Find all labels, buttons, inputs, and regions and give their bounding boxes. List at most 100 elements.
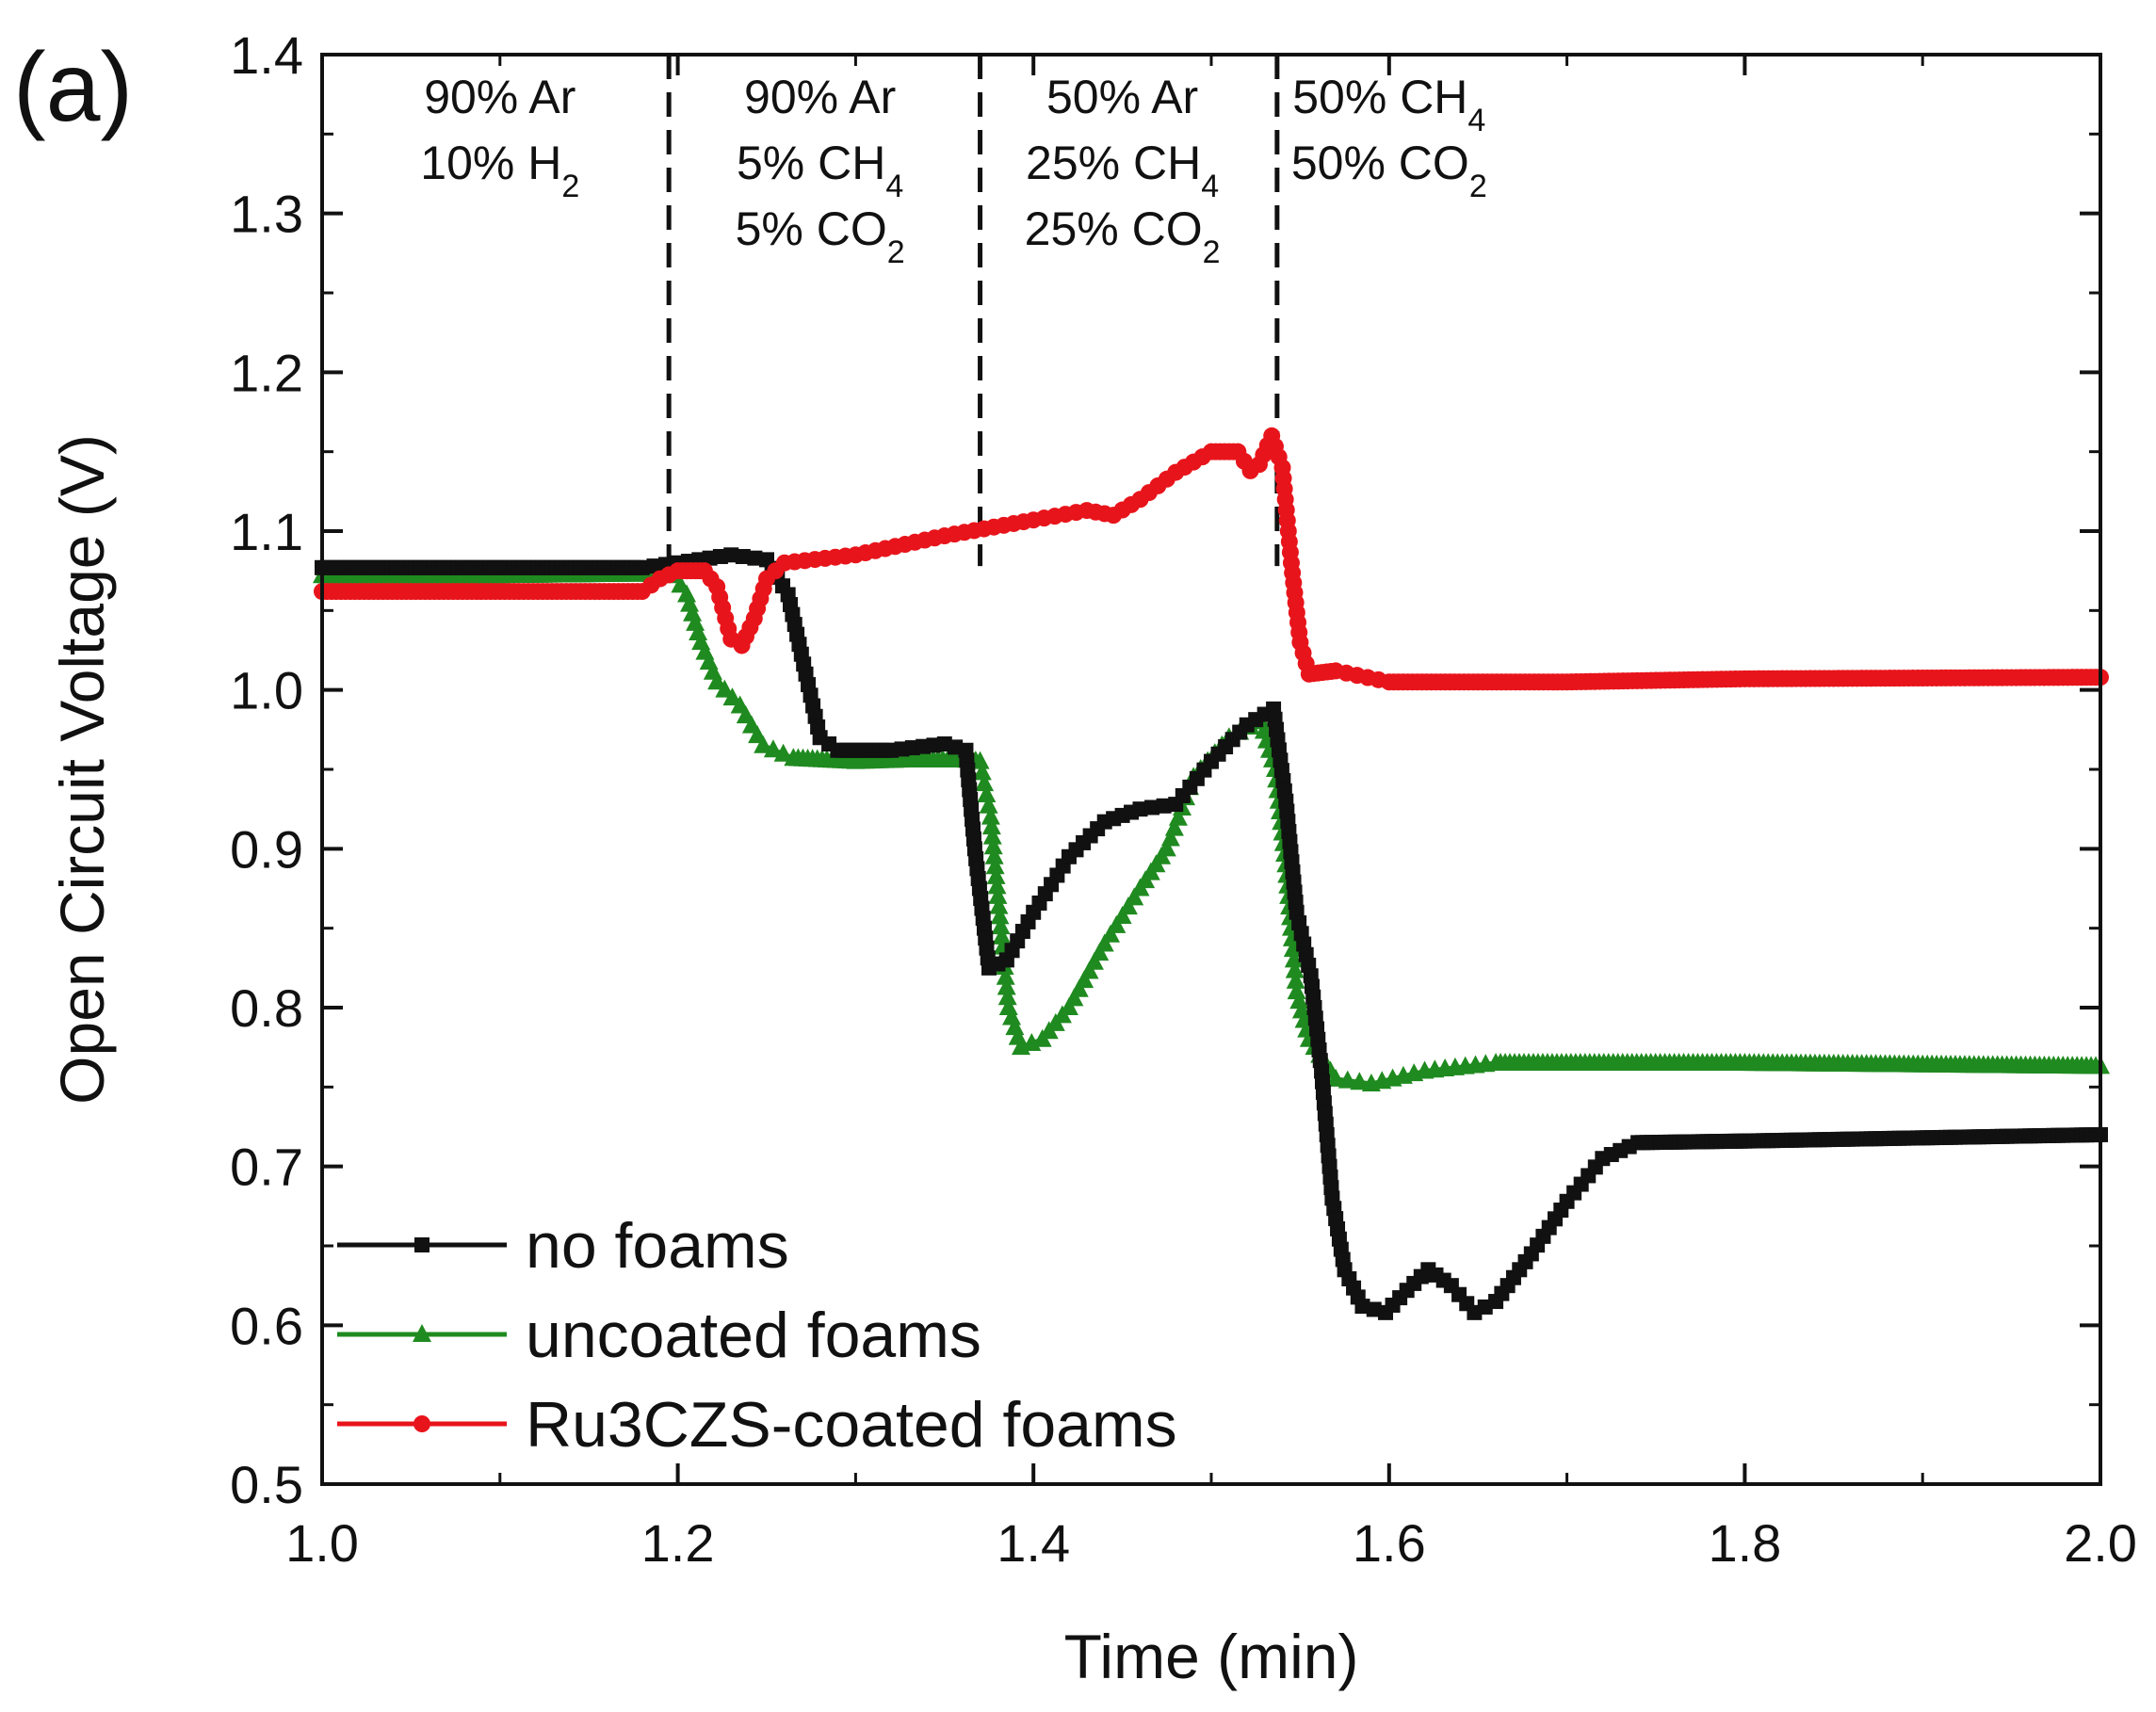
data-point: [634, 559, 650, 575]
data-point: [997, 987, 1017, 1006]
data-point: [975, 773, 995, 792]
data-point: [723, 547, 739, 563]
y-tick-label: 0.8: [230, 978, 303, 1038]
region-label-line: 50% CH4: [1292, 71, 1485, 138]
y-tick-label: 0.9: [230, 819, 303, 879]
region-label-text: 25% CO: [1025, 202, 1203, 255]
x-tick-label: 2.0: [2064, 1513, 2137, 1573]
data-point: [1350, 1072, 1370, 1090]
region-label-line: 90% Ar: [424, 71, 575, 123]
region-label-subscript: 2: [1203, 234, 1221, 270]
data-point: [988, 885, 1008, 904]
data-point: [991, 916, 1011, 935]
data-point: [1160, 828, 1180, 847]
x-axis-title: Time (min): [1064, 1622, 1359, 1691]
legend-marker: [413, 1324, 431, 1342]
x-tick-label: 1.2: [641, 1513, 715, 1573]
data-point: [1366, 1301, 1382, 1317]
data-point: [1337, 1070, 1357, 1089]
data-point: [987, 876, 1007, 895]
region-label-text: 50% CH: [1292, 71, 1467, 123]
data-point: [715, 679, 735, 698]
legend-item: uncoated foams: [337, 1300, 981, 1371]
legend-label: no foams: [526, 1210, 789, 1282]
data-point: [722, 687, 742, 706]
data-point: [1168, 807, 1188, 826]
y-tick-label: 0.5: [230, 1455, 303, 1514]
y-tick-label: 1.3: [230, 185, 303, 244]
data-point: [992, 926, 1012, 945]
data-point: [997, 977, 1016, 995]
data-point: [982, 826, 1002, 845]
y-tick-label: 1.4: [230, 25, 303, 85]
y-tick-label: 1.0: [230, 661, 303, 720]
legend-label: uncoated foams: [526, 1300, 981, 1371]
region-label-text: 90% Ar: [424, 71, 575, 123]
data-point: [1132, 801, 1148, 817]
region-label-text: 90% Ar: [744, 71, 896, 123]
region-label-line: 10% H2: [420, 137, 579, 204]
data-point: [977, 783, 997, 802]
region-label-text: 5% CO: [736, 202, 887, 255]
region-label-line: 50% CO2: [1291, 137, 1487, 204]
region-label-subscript: 2: [887, 234, 905, 270]
y-tick-label: 1.1: [230, 502, 303, 561]
series-ru3czs-coated-foams: [314, 427, 2109, 691]
data-point: [1164, 817, 1184, 836]
data-point: [1059, 997, 1078, 1015]
region-label-line: 5% CO2: [736, 202, 905, 270]
region-label-line: 25% CH4: [1026, 137, 1219, 204]
x-tick-label: 1.4: [997, 1513, 1070, 1573]
data-point: [986, 865, 1006, 884]
data-point: [1090, 943, 1110, 961]
data-point: [1283, 939, 1303, 958]
data-point: [983, 836, 1003, 855]
region-label-text: 5% CH: [737, 137, 885, 189]
data-point: [1354, 1299, 1370, 1315]
x-tick-label: 1.0: [285, 1513, 359, 1573]
data-point: [735, 548, 751, 564]
series-no-foams: [315, 547, 2108, 1320]
data-point: [1064, 988, 1084, 1007]
x-tick-label: 1.6: [1353, 1513, 1426, 1573]
data-point: [1101, 924, 1121, 943]
data-point: [1118, 896, 1138, 915]
region-label-line: 25% CO2: [1025, 202, 1221, 270]
data-point: [1285, 960, 1305, 978]
legend-item: no foams: [337, 1210, 789, 1282]
data-point: [979, 795, 998, 814]
region-label-line: 50% Ar: [1046, 71, 1198, 123]
data-point: [1286, 970, 1305, 989]
y-axis-title: Open Circuit Voltage (V): [47, 434, 117, 1105]
data-point: [981, 816, 1001, 835]
legend-marker: [413, 1415, 430, 1432]
region-label-text: 50% Ar: [1046, 71, 1198, 123]
data-point: [1156, 798, 1172, 814]
data-point: [747, 550, 763, 566]
data-point: [981, 806, 1000, 825]
region-label-subscript: 2: [1469, 169, 1487, 204]
data-point: [1125, 887, 1144, 906]
region-label-subscript: 4: [885, 169, 903, 204]
data-point: [1107, 914, 1127, 933]
y-tick-label: 0.6: [230, 1296, 303, 1355]
data-point: [646, 558, 662, 574]
data-point: [1291, 1000, 1311, 1019]
legend-marker: [414, 1237, 430, 1252]
y-tick-label: 0.7: [230, 1138, 303, 1197]
data-point: [985, 856, 1005, 875]
y-tick-label: 1.2: [230, 343, 303, 402]
data-point: [990, 906, 1010, 925]
data-point: [970, 751, 990, 769]
data-point: [1075, 970, 1094, 989]
data-point: [989, 896, 1009, 914]
data-point: [1144, 799, 1160, 816]
data-point: [1289, 991, 1309, 1009]
data-point: [1112, 906, 1132, 925]
data-point: [707, 671, 727, 690]
x-tick-label: 1.8: [1708, 1513, 1781, 1573]
region-label-text: 25% CH: [1026, 137, 1201, 189]
data-point: [1079, 961, 1099, 979]
